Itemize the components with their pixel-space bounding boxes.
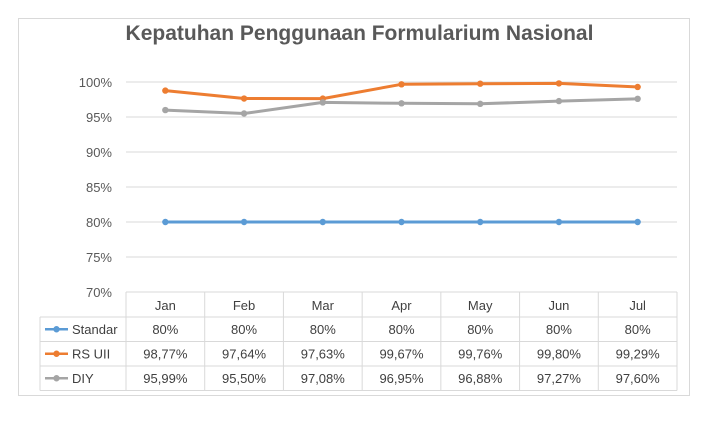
data-point	[319, 218, 326, 226]
y-tick-label: 75%	[86, 250, 112, 265]
series-name: RS UII	[72, 346, 110, 361]
data-point	[634, 95, 641, 103]
data-value-label: 96,88%	[458, 371, 503, 386]
series-name: Standar	[72, 322, 118, 337]
data-point	[398, 81, 405, 88]
data-value-label: 95,99%	[143, 371, 188, 386]
x-category-label: May	[468, 298, 493, 313]
x-category-label: Feb	[233, 298, 255, 313]
data-value-label: 80%	[467, 322, 493, 337]
data-value-label: 96,95%	[379, 371, 424, 386]
data-point	[162, 218, 169, 226]
data-value-label: 98,77%	[143, 346, 188, 361]
data-value-label: 97,08%	[301, 371, 346, 386]
data-point	[555, 97, 563, 105]
y-tick-label: 95%	[86, 110, 112, 125]
data-value-label: 80%	[546, 322, 572, 337]
y-tick-label: 80%	[86, 215, 112, 230]
data-point	[162, 106, 169, 114]
data-point	[477, 80, 484, 87]
data-value-label: 80%	[388, 322, 414, 337]
data-point	[319, 99, 326, 106]
data-value-label: 80%	[625, 322, 651, 337]
data-value-label: 95,50%	[222, 371, 267, 386]
data-point	[398, 218, 405, 226]
series-name: DIY	[72, 371, 94, 386]
data-value-label: 80%	[310, 322, 336, 337]
data-value-label: 99,76%	[458, 346, 503, 361]
chart-title: Kepatuhan Penggunaan Formularium Nasiona…	[125, 22, 594, 45]
data-value-label: 99,67%	[379, 346, 424, 361]
y-tick-label: 90%	[86, 145, 112, 160]
data-value-label: 97,64%	[222, 346, 267, 361]
data-point	[555, 218, 563, 226]
x-category-label: Jul	[629, 298, 646, 313]
data-point	[477, 100, 484, 108]
data-point	[634, 83, 641, 91]
data-point	[162, 87, 169, 94]
data-value-label: 97,60%	[616, 371, 661, 386]
data-value-label: 99,80%	[537, 346, 582, 361]
y-tick-label: 100%	[79, 75, 113, 90]
data-value-label: 97,63%	[301, 346, 346, 361]
legend-key-marker	[53, 350, 60, 357]
data-value-label: 99,29%	[616, 346, 661, 361]
data-point	[555, 80, 563, 87]
legend-key-marker	[53, 326, 60, 333]
y-tick-label: 70%	[86, 285, 112, 300]
data-point	[240, 95, 248, 102]
x-category-label: Apr	[391, 298, 412, 313]
data-point	[240, 110, 248, 117]
legend-key-marker	[53, 375, 60, 382]
data-value-label: 97,27%	[537, 371, 582, 386]
y-tick-label: 85%	[86, 180, 112, 195]
data-point	[634, 218, 641, 226]
chart-frame	[18, 18, 690, 396]
data-value-label: 80%	[152, 322, 178, 337]
x-category-label: Jun	[548, 298, 569, 313]
data-value-label: 80%	[231, 322, 257, 337]
data-point	[398, 100, 405, 107]
data-point	[477, 218, 484, 226]
x-category-label: Mar	[312, 298, 335, 313]
data-point	[240, 218, 248, 226]
x-category-label: Jan	[155, 298, 176, 313]
